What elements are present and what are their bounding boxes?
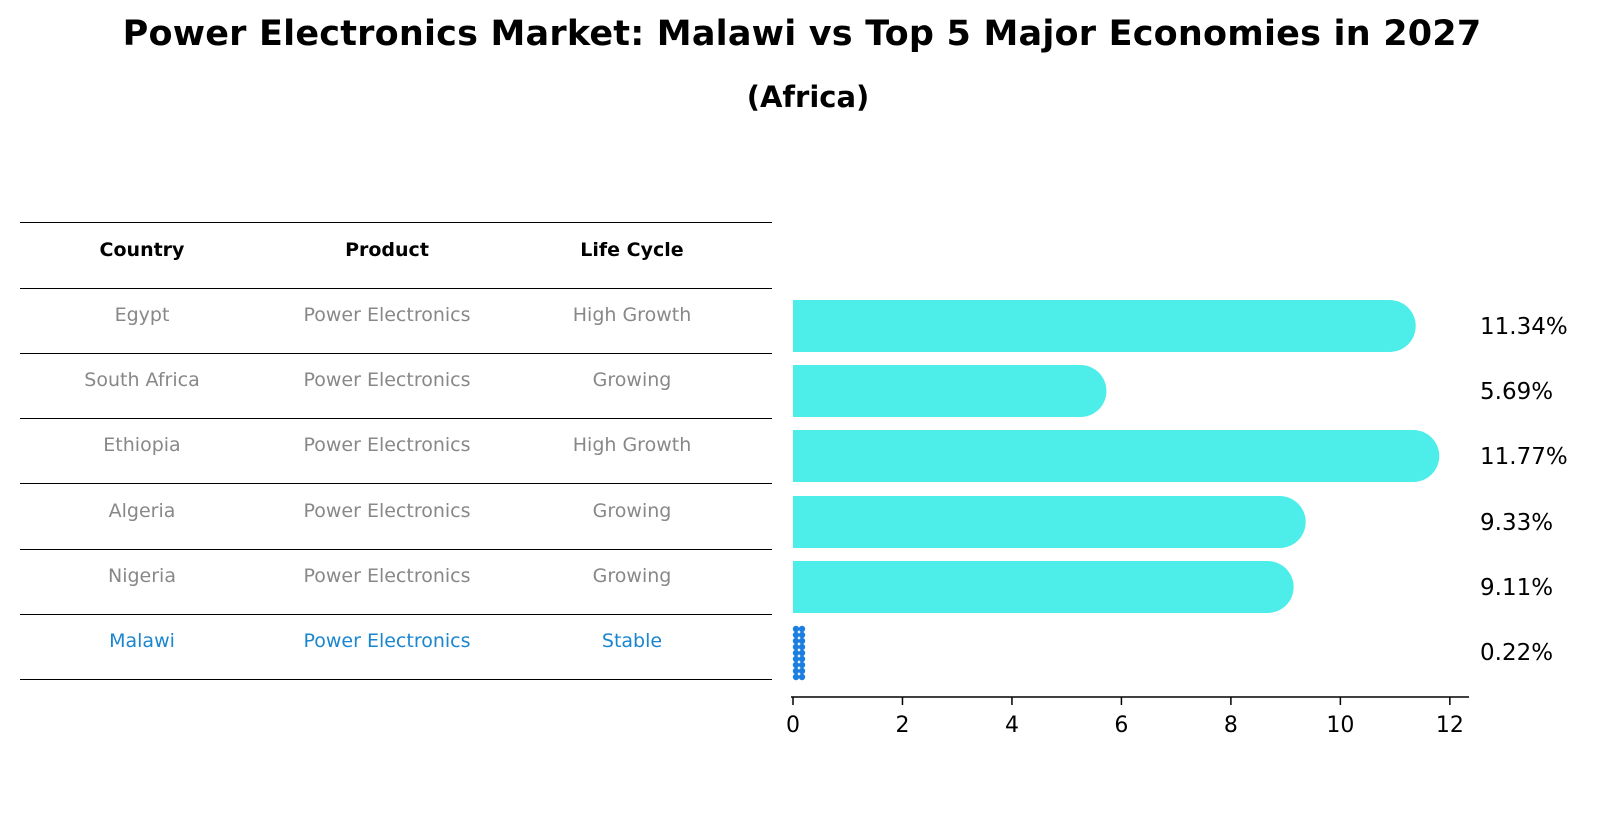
chart-title: Power Electronics Market: Malawi vs Top …	[122, 14, 1482, 54]
bar-cap	[1253, 496, 1306, 548]
table-cell-product: Power Electronics	[303, 304, 471, 326]
x-tick-label: 4	[1005, 713, 1019, 738]
value-label: 11.34%	[1480, 314, 1568, 340]
table-cell-product: Power Electronics	[303, 630, 471, 652]
x-tick-label: 12	[1436, 713, 1464, 738]
table-rule	[20, 483, 772, 484]
bar	[793, 561, 1292, 613]
value-label: 11.77%	[1480, 444, 1568, 470]
table-rule	[20, 614, 772, 615]
value-label: 5.69%	[1480, 379, 1553, 405]
table-cell-country: Algeria	[108, 499, 176, 522]
x-tick-label: 2	[895, 713, 909, 738]
value-label: 9.33%	[1480, 510, 1553, 536]
table-rule	[20, 679, 772, 680]
x-tick-label: 0	[786, 713, 800, 738]
table-rule	[20, 288, 772, 289]
table-cell-country: Nigeria	[108, 564, 176, 587]
bar-cap	[1054, 365, 1107, 417]
table-rule	[20, 549, 772, 550]
table-rule	[20, 353, 772, 354]
table-header-country: Country	[99, 239, 185, 261]
bar-highlight	[792, 625, 806, 681]
bar	[793, 430, 1438, 482]
table-cell-life-cycle: Stable	[601, 630, 663, 652]
x-tick-label: 10	[1326, 713, 1354, 738]
table-cell-country: Ethiopia	[103, 434, 181, 457]
x-tick-label: 8	[1224, 713, 1238, 738]
table-rule	[20, 418, 772, 419]
value-label: 9.11%	[1480, 575, 1553, 601]
bar	[793, 496, 1304, 548]
bar-cap	[1241, 561, 1294, 613]
bar	[793, 365, 1105, 417]
table-cell-life-cycle: Growing	[592, 499, 672, 522]
table-cell-product: Power Electronics	[303, 369, 471, 392]
table-header-product: Product	[345, 239, 429, 261]
bar-cap	[1387, 430, 1440, 482]
table-cell-country: Malawi	[109, 630, 175, 652]
bar	[793, 300, 1414, 352]
chart-subtitle: (Africa)	[746, 80, 870, 114]
table-cell-life-cycle: High Growth	[572, 304, 692, 326]
table-header-life-cycle: Life Cycle	[580, 239, 684, 261]
table-cell-product: Power Electronics	[303, 564, 471, 587]
table-cell-life-cycle: Growing	[592, 369, 672, 392]
table-cell-product: Power Electronics	[303, 434, 471, 457]
value-label: 0.22%	[1480, 640, 1553, 666]
bar-cap	[1363, 300, 1416, 352]
table-cell-life-cycle: Growing	[592, 564, 672, 587]
table-cell-country: Egypt	[114, 304, 170, 326]
table-cell-product: Power Electronics	[303, 499, 471, 522]
table-cell-country: South Africa	[84, 369, 200, 392]
table-rule	[20, 222, 772, 223]
x-tick-label: 6	[1114, 713, 1128, 738]
table-cell-life-cycle: High Growth	[572, 434, 692, 457]
